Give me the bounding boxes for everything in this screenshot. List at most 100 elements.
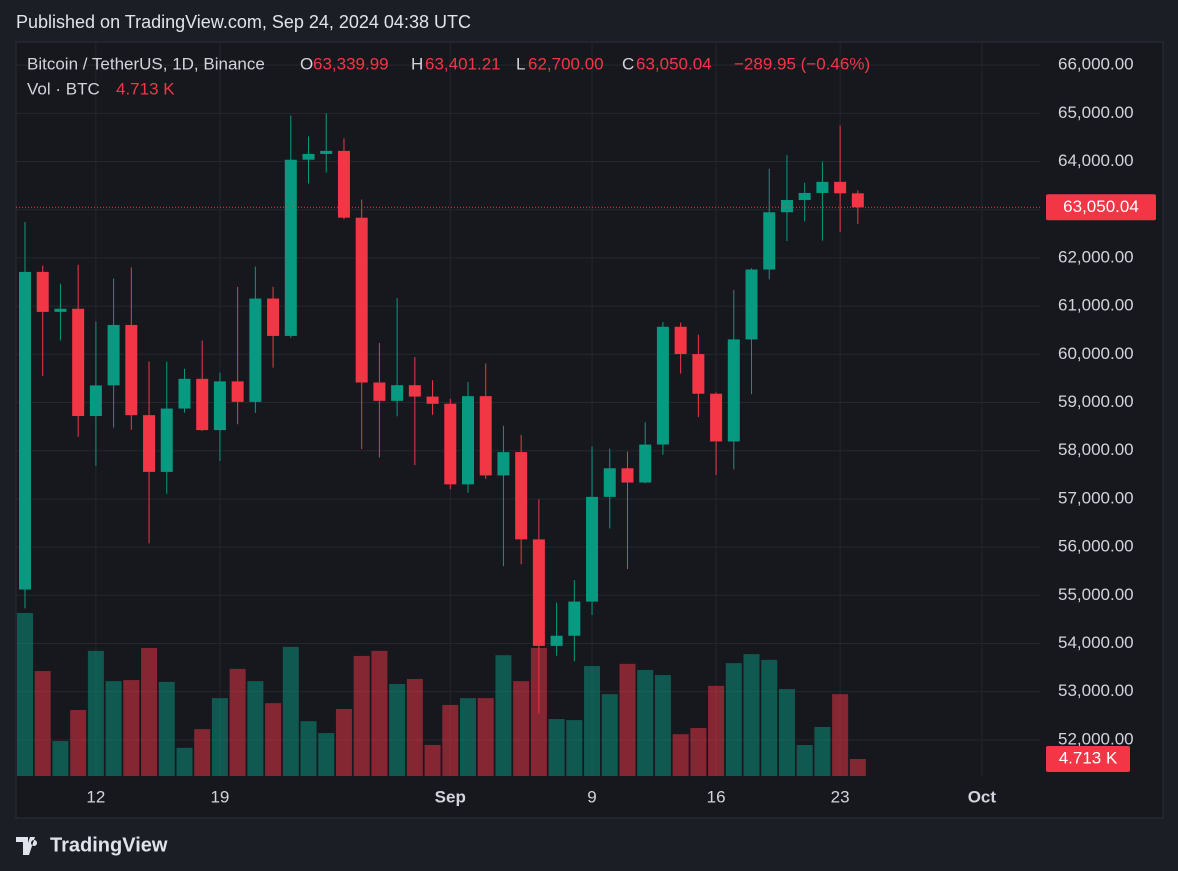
legend-label: C [622, 54, 634, 73]
y-tick-label: 59,000.00 [1058, 392, 1134, 411]
volume-bar [495, 655, 512, 776]
candle-body [143, 415, 156, 472]
legend-value: 63,339.99 [313, 54, 389, 73]
x-tick-label: Oct [968, 787, 997, 806]
candle-body [674, 326, 687, 355]
volume-bar [70, 710, 87, 776]
candle-body [107, 324, 120, 386]
brand-name: TradingView [50, 834, 168, 856]
volume-bar [34, 671, 51, 776]
candle-body [72, 308, 85, 417]
candle-body [284, 159, 297, 336]
legend-label: L [516, 54, 525, 73]
volume-bar [300, 721, 317, 776]
y-tick-label: 58,000.00 [1058, 440, 1134, 459]
candle-body [497, 452, 510, 476]
candle-body [568, 601, 581, 636]
legend-value: 63,401.21 [425, 54, 501, 73]
legend-value: 63,050.04 [636, 54, 712, 73]
legend-value: 62,700.00 [528, 54, 604, 73]
y-tick-label: 55,000.00 [1058, 585, 1134, 604]
legend-label: O [300, 54, 313, 73]
symbol: Bitcoin / TetherUS, 1D, Binance [27, 54, 265, 73]
volume-bar [52, 741, 69, 776]
volume-bar [796, 744, 813, 776]
x-tick-label: Sep [435, 787, 466, 806]
x-tick-label: 23 [831, 787, 850, 806]
axes: 52,000.00 53,000.00 54,000.00 55,000.00 56,0… [16, 55, 1156, 806]
candle-body [550, 635, 563, 646]
candle-body [727, 339, 740, 442]
y-tick-label: 52,000.00 [1058, 729, 1134, 748]
x-tick-label: 16 [707, 787, 726, 806]
x-tick-label: 19 [210, 787, 229, 806]
y-tick-label: 53,000.00 [1058, 681, 1134, 700]
candle-body [36, 271, 49, 312]
legend-label: H [411, 54, 423, 73]
brand-logo [16, 837, 38, 855]
candle-body [373, 382, 386, 401]
candle-body [54, 308, 67, 312]
y-tick-label: 56,000.00 [1058, 537, 1134, 556]
volume-bar [814, 726, 831, 776]
volume-bar [548, 719, 565, 776]
volume-bar [229, 668, 246, 776]
volume-bar [654, 675, 671, 776]
candle-body [710, 393, 723, 442]
volume-bar [672, 734, 689, 776]
volume-pane [17, 613, 866, 776]
candle-body [780, 200, 793, 213]
candle-body [479, 396, 492, 476]
volume-bar [371, 650, 388, 776]
candle-body [19, 271, 31, 590]
x-tick-label: 12 [86, 787, 105, 806]
volume-bar [442, 704, 459, 776]
candle-body [160, 408, 173, 472]
volume-bar [849, 759, 866, 776]
volume-label: 4.713 K [1059, 748, 1118, 767]
volume-bar [725, 663, 742, 776]
volume-bar [406, 678, 423, 776]
candle-body [355, 217, 368, 383]
y-tick-label: 66,000.00 [1058, 55, 1134, 74]
x-tick-label: 9 [587, 787, 596, 806]
volume-bar [566, 720, 583, 776]
candle-body [89, 385, 102, 417]
volume-bar [832, 694, 849, 776]
y-tick-label: 60,000.00 [1058, 344, 1134, 363]
candles [19, 113, 864, 714]
volume-title: Vol · BTC [27, 79, 100, 98]
candle-body [816, 181, 829, 193]
candle-body [213, 381, 226, 431]
volume-label-box [1046, 746, 1130, 773]
candle-body [639, 444, 652, 483]
volume-bar [424, 744, 441, 776]
candle-body [603, 468, 616, 497]
candle-body [692, 354, 705, 394]
candle-body [462, 396, 474, 485]
candle-body [408, 385, 421, 397]
volume-bar [637, 669, 654, 776]
volume-value: 4.713 K [116, 79, 175, 98]
candle-body [320, 150, 333, 154]
candle-body [834, 181, 847, 194]
y-tick-label: 57,000.00 [1058, 488, 1134, 507]
candle-body [621, 468, 634, 483]
y-tick-label: 65,000.00 [1058, 103, 1134, 122]
candle-body [444, 403, 457, 485]
candle-body [302, 153, 315, 160]
price-label-box [1046, 194, 1156, 221]
candle-body [532, 539, 545, 646]
y-tick-label: 64,000.00 [1058, 151, 1134, 170]
published-note: Published on TradingView.com, Sep 24, 20… [16, 12, 471, 32]
volume-bar [105, 681, 122, 776]
volume-bar [389, 684, 406, 776]
volume-bar [513, 681, 530, 776]
volume-bar [265, 703, 282, 776]
candle-body [125, 324, 138, 416]
candle-body [586, 496, 599, 602]
candle-body [656, 326, 669, 445]
legend-change: −289.95 (−0.46%) [734, 54, 870, 73]
